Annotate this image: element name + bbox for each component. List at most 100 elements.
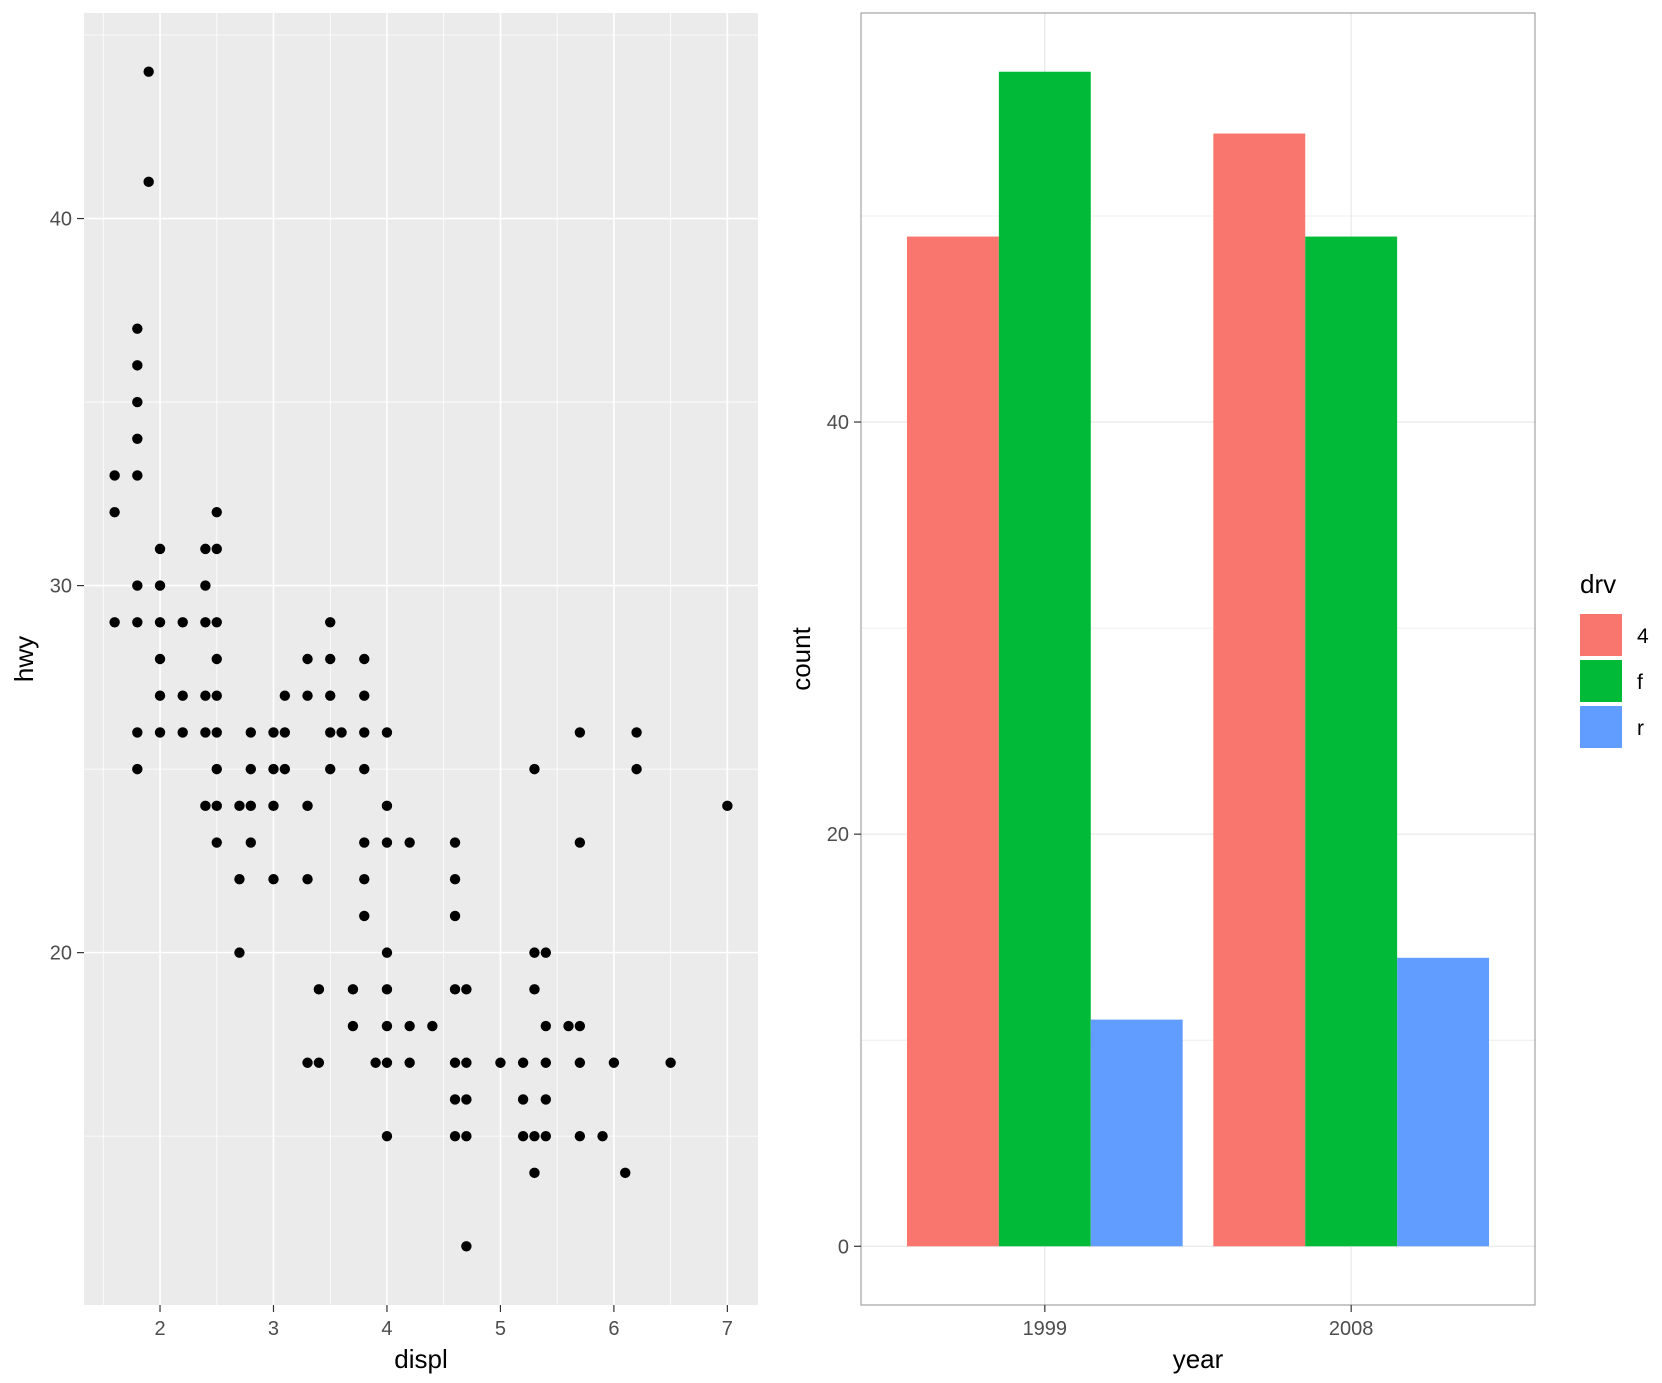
scatter-x-tick-label: 7 bbox=[722, 1318, 733, 1340]
legend-items: 4 fr bbox=[1580, 614, 1649, 748]
legend-key-r bbox=[1580, 706, 1622, 748]
scatter-point bbox=[370, 1057, 381, 1068]
scatter-point bbox=[177, 690, 188, 701]
bar-x-tick-label: 2008 bbox=[1329, 1318, 1374, 1340]
scatter-point bbox=[200, 543, 211, 555]
bar-2008-f bbox=[1305, 236, 1398, 1247]
scatter-point bbox=[154, 617, 166, 628]
scatter-point bbox=[517, 1057, 529, 1068]
scatter-point bbox=[427, 1020, 438, 1032]
bar-panel-border bbox=[860, 12, 1536, 1306]
scatter-point bbox=[517, 1094, 529, 1105]
bar-x-tick-label: 1999 bbox=[1023, 1318, 1068, 1340]
scatter-point bbox=[381, 1057, 393, 1068]
scatter-x-tick-label: 3 bbox=[268, 1318, 279, 1340]
scatter-point bbox=[325, 690, 336, 701]
scatter-point bbox=[574, 837, 586, 848]
scatter-point bbox=[449, 910, 461, 922]
scatter-point bbox=[245, 800, 256, 812]
scatter-point bbox=[325, 617, 336, 628]
scatter-y-tick-label: 20 bbox=[50, 943, 72, 965]
bar-y-tick-label: 40 bbox=[827, 412, 849, 434]
legend-title: drv bbox=[1580, 569, 1616, 599]
scatter-point bbox=[449, 1130, 461, 1142]
scatter-point bbox=[461, 1094, 472, 1105]
scatter-point bbox=[132, 396, 143, 408]
scatter-point bbox=[302, 690, 313, 701]
legend: drv 4 fr bbox=[1580, 569, 1649, 748]
scatter-point bbox=[529, 1167, 540, 1179]
scatter-point bbox=[597, 1130, 608, 1142]
scatter-point bbox=[449, 984, 461, 995]
scatter-point bbox=[574, 1057, 586, 1068]
scatter-panel-background bbox=[84, 13, 758, 1305]
scatter-point bbox=[177, 617, 188, 628]
scatter-point bbox=[381, 1020, 393, 1032]
scatter-point bbox=[200, 800, 211, 812]
scatter-point bbox=[132, 360, 143, 371]
bar-axes: 1999 2008 0 20 40 bbox=[827, 412, 1374, 1340]
scatter-point bbox=[211, 837, 222, 848]
scatter-point bbox=[234, 800, 245, 812]
scatter-point bbox=[132, 617, 143, 628]
scatter-point bbox=[279, 690, 291, 701]
scatter-point bbox=[574, 1020, 586, 1032]
scatter-point bbox=[302, 653, 313, 665]
bar-y-tick-label: 20 bbox=[827, 824, 849, 846]
scatter-point bbox=[529, 1130, 540, 1142]
scatter-point bbox=[234, 874, 245, 885]
bar-1999-r bbox=[1090, 1019, 1183, 1247]
scatter-point bbox=[132, 433, 143, 444]
scatter-point bbox=[154, 543, 166, 555]
scatter-point bbox=[404, 1057, 415, 1068]
scatter-point bbox=[540, 947, 552, 958]
scatter-gridlines bbox=[84, 13, 758, 1305]
scatter-point bbox=[279, 763, 291, 775]
scatter-point bbox=[404, 1020, 415, 1032]
scatter-point bbox=[132, 323, 143, 334]
scatter-point bbox=[211, 617, 222, 628]
scatter-point bbox=[540, 1020, 552, 1032]
scatter-point bbox=[449, 837, 461, 848]
legend-label-f: f bbox=[1637, 671, 1643, 694]
scatter-point bbox=[143, 66, 154, 77]
scatter-point bbox=[211, 763, 222, 775]
scatter-point bbox=[109, 617, 120, 628]
scatter-point bbox=[132, 763, 143, 775]
scatter-point bbox=[268, 874, 279, 885]
scatter-point bbox=[132, 727, 143, 738]
scatter-point bbox=[211, 506, 222, 518]
scatter-point bbox=[461, 1057, 472, 1068]
scatter-point bbox=[517, 1130, 529, 1142]
scatter-point bbox=[381, 800, 393, 812]
scatter-point bbox=[404, 837, 415, 848]
scatter-point bbox=[211, 543, 222, 555]
scatter-point bbox=[461, 984, 472, 995]
scatter-point bbox=[495, 1057, 506, 1068]
scatter-point bbox=[381, 1130, 393, 1142]
scatter-point bbox=[665, 1057, 676, 1068]
scatter-point bbox=[211, 800, 222, 812]
scatter-point bbox=[381, 727, 393, 738]
scatter-point bbox=[347, 984, 359, 995]
scatter-point bbox=[109, 506, 120, 518]
scatter-point bbox=[313, 984, 325, 995]
legend-label-r: r bbox=[1637, 717, 1644, 740]
scatter-point bbox=[302, 1057, 313, 1068]
scatter-point bbox=[631, 763, 642, 775]
legend-key-4 bbox=[1580, 614, 1622, 656]
scatter-point bbox=[540, 1130, 552, 1142]
legend-key-f bbox=[1580, 660, 1622, 702]
scatter-point bbox=[132, 470, 143, 481]
scatter-point bbox=[211, 653, 222, 665]
scatter-point bbox=[347, 1020, 359, 1032]
scatter-point bbox=[279, 727, 291, 738]
scatter-point bbox=[461, 1241, 472, 1252]
scatter-point bbox=[540, 1094, 552, 1105]
bar-y-tick-label: 0 bbox=[838, 1236, 849, 1258]
scatter-point bbox=[722, 800, 733, 812]
scatter-point bbox=[449, 874, 461, 885]
scatter-point bbox=[154, 653, 166, 665]
scatter-point bbox=[359, 727, 370, 738]
scatter-point bbox=[574, 727, 586, 738]
